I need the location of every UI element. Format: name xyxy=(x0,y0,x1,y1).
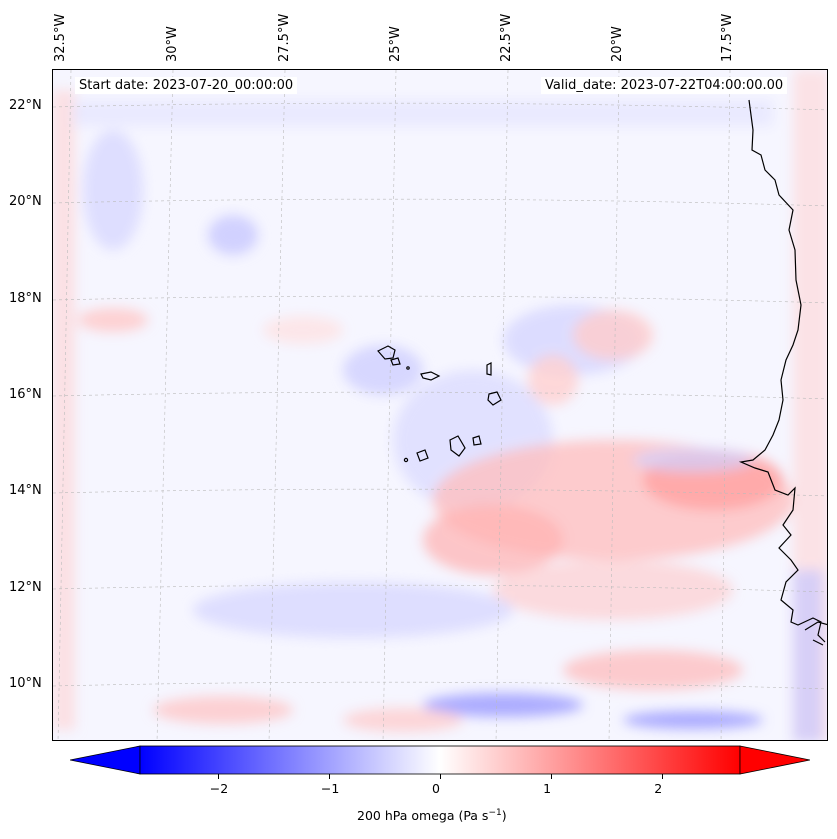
coastline xyxy=(738,99,827,646)
lon-label: 20°W xyxy=(610,26,625,62)
lon-label: 32.5°W xyxy=(53,13,68,62)
lon-label: 25°W xyxy=(388,26,403,62)
colorbar-tick-mark xyxy=(662,774,664,779)
graticule xyxy=(53,70,827,740)
lat-label: 14°N xyxy=(9,483,42,498)
colorbar-tick-label: 0 xyxy=(432,781,440,796)
lon-label: 17.5°W xyxy=(720,13,735,62)
lat-label: 16°N xyxy=(9,387,42,402)
lon-label: 27.5°W xyxy=(277,13,292,62)
colorbar-gradient xyxy=(139,745,741,775)
colorbar-min-extend xyxy=(70,745,141,775)
start-date-label: Start date: 2023-07-20_00:00:00 xyxy=(75,77,298,94)
colorbar-max-extend xyxy=(739,745,810,775)
colorbar-tick-label: 1 xyxy=(543,781,552,796)
cape-verde-islands xyxy=(377,345,502,463)
colorbar-tick-mark xyxy=(440,774,441,779)
colorbar-tick-mark xyxy=(217,774,219,779)
colorbar-title: 200 hPa omega (Pa s−1) xyxy=(357,808,507,824)
map-panel xyxy=(52,69,828,741)
colorbar-tick-mark xyxy=(551,774,553,779)
lat-label: 12°N xyxy=(9,580,42,595)
colorbar-tick-mark xyxy=(328,774,330,779)
valid-date-label: Valid_date: 2023-07-22T04:00:00.00 xyxy=(541,77,788,94)
colorbar xyxy=(70,745,810,775)
lat-label: 10°N xyxy=(9,676,42,691)
omega-field xyxy=(53,70,827,740)
lat-label: 22°N xyxy=(9,98,42,113)
colorbar-tick-label: −1 xyxy=(320,781,340,796)
lat-label: 20°N xyxy=(9,194,42,209)
colorbar-tick-label: 2 xyxy=(654,781,663,796)
lat-label: 18°N xyxy=(9,291,42,306)
lon-label: 22.5°W xyxy=(499,13,514,62)
colorbar-tick-label: −2 xyxy=(209,781,229,796)
map-svg xyxy=(53,70,827,740)
lon-label: 30°W xyxy=(165,26,180,62)
